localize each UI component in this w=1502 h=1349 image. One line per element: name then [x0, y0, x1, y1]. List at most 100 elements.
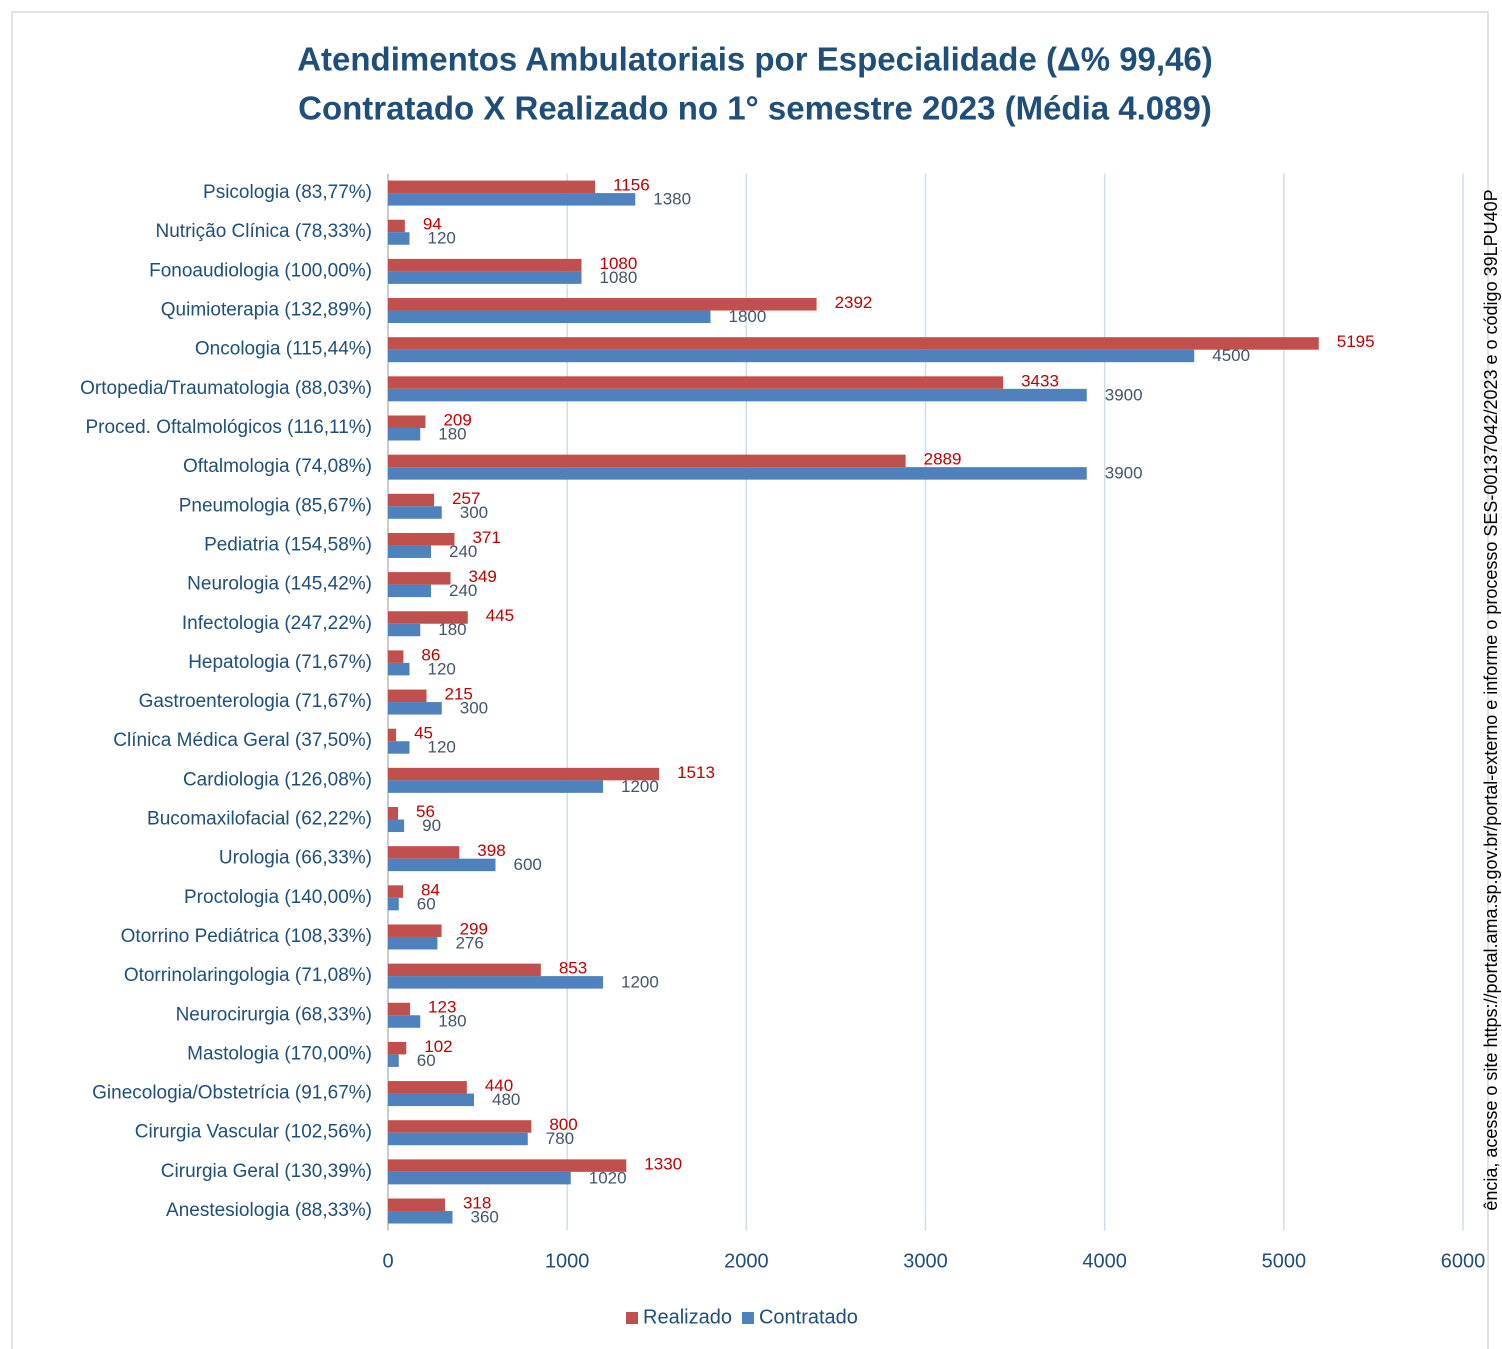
y-tick-label: Proctologia (140,00%)	[184, 887, 372, 908]
bar	[388, 1041, 407, 1055]
bar	[388, 662, 410, 676]
data-label: 1330	[644, 1154, 682, 1173]
bar	[388, 467, 1087, 480]
data-label: 1080	[600, 254, 638, 273]
data-label: 120	[428, 229, 456, 248]
y-tick-label: Neurocirurgia (68,33%)	[176, 1004, 372, 1025]
y-tick-label: Proced. Oftalmológicos (116,11%)	[85, 417, 372, 438]
x-tick-label: 3000	[903, 1250, 948, 1272]
bar	[388, 689, 427, 703]
bar	[388, 271, 582, 284]
bar	[388, 298, 817, 311]
bar	[388, 232, 410, 245]
data-label: 300	[460, 503, 488, 522]
y-tick-label: Cirurgia Geral (130,39%)	[161, 1161, 372, 1182]
y-tick-label: Otorrino Pediátrica (108,33%)	[121, 926, 372, 947]
legend-label: Contratado	[759, 1306, 858, 1328]
bar	[388, 388, 1087, 402]
data-label: 480	[492, 1090, 520, 1109]
data-label: 215	[445, 685, 473, 704]
bar	[388, 650, 404, 663]
data-label: 1800	[729, 307, 767, 326]
y-tick-label: Oftalmologia (74,08%)	[183, 456, 372, 477]
bar	[388, 1159, 627, 1172]
data-label: 3433	[1021, 371, 1059, 390]
bar	[388, 1120, 532, 1133]
y-tick-label: Gastroenterologia (71,67%)	[139, 691, 372, 712]
data-label: 240	[449, 581, 477, 600]
data-label: 102	[424, 1037, 452, 1056]
x-tick-label: 6000	[1441, 1250, 1486, 1272]
bar	[388, 572, 451, 585]
data-label: 240	[449, 542, 477, 561]
y-tick-label: Ortopedia/Traumatologia (88,03%)	[80, 378, 372, 399]
bar	[388, 180, 596, 194]
x-tick-label: 5000	[1262, 1250, 1307, 1272]
data-label: 1200	[621, 777, 659, 796]
data-label: 600	[514, 855, 542, 874]
bar	[388, 376, 1004, 389]
data-label: 853	[559, 959, 587, 978]
y-tick-label: Psicologia (83,77%)	[203, 182, 372, 203]
data-label: 3900	[1105, 385, 1143, 404]
x-tick-label: 0	[382, 1250, 393, 1272]
y-tick-label: Pediatria (154,58%)	[204, 534, 372, 555]
data-label: 209	[443, 410, 471, 429]
y-tick-label: Hepatologia (71,67%)	[188, 652, 372, 673]
data-label: 318	[463, 1194, 491, 1213]
y-tick-label: Fonoaudiologia (100,00%)	[149, 260, 372, 281]
side-annotation: ência, acesse o site https://portal.ama.…	[1481, 189, 1501, 1210]
bar	[388, 623, 421, 637]
y-tick-label: Otorrinolaringologia (71,08%)	[124, 965, 372, 986]
x-tick-label: 2000	[724, 1250, 769, 1272]
data-label: 780	[546, 1129, 574, 1148]
y-tick-label: Infectologia (247,22%)	[182, 613, 372, 634]
bar	[388, 219, 405, 233]
bar	[388, 532, 455, 546]
data-label: 1020	[589, 1168, 627, 1187]
x-tick-label: 4000	[1082, 1250, 1127, 1272]
chart-title: Atendimentos Ambulatoriais por Especiali…	[297, 41, 1213, 78]
data-label: 1380	[653, 190, 691, 209]
legend-label: Realizado	[643, 1306, 732, 1328]
bar	[388, 1002, 411, 1016]
data-label: 120	[428, 738, 456, 757]
y-tick-label: Cirurgia Vascular (102,56%)	[135, 1122, 372, 1143]
y-tick-label: Neurologia (145,42%)	[187, 574, 372, 595]
data-label: 371	[472, 528, 500, 547]
bar	[388, 310, 711, 324]
y-tick-label: Cardiologia (126,08%)	[183, 769, 372, 790]
bar	[388, 506, 442, 519]
data-label: 60	[417, 894, 436, 913]
bar	[388, 1093, 474, 1107]
bar	[388, 924, 442, 937]
bar	[388, 493, 435, 507]
data-label: 349	[469, 567, 497, 586]
bar	[388, 1211, 453, 1224]
chart-subtitle: Contratado X Realizado no 1° semestre 20…	[298, 90, 1212, 127]
bar	[388, 337, 1319, 350]
bar	[388, 415, 426, 428]
bar	[388, 1054, 399, 1067]
data-label: 1156	[613, 176, 650, 195]
bar	[388, 976, 603, 989]
data-label: 1200	[621, 973, 659, 992]
bar	[388, 193, 636, 206]
data-label: 257	[452, 489, 480, 508]
legend-marker	[741, 1312, 754, 1324]
bar	[388, 1198, 445, 1212]
chart-border	[11, 11, 1489, 1349]
data-label: 120	[428, 659, 456, 678]
data-label: 4500	[1212, 346, 1250, 365]
bar	[388, 858, 496, 872]
y-tick-label: Pneumologia (85,67%)	[179, 495, 372, 516]
data-label: 56	[416, 802, 435, 821]
data-label: 445	[486, 606, 514, 625]
y-tick-label: Clínica Médica Geral (37,50%)	[113, 730, 372, 751]
bar	[388, 427, 421, 441]
bar	[388, 741, 410, 754]
data-label: 94	[423, 215, 442, 234]
bar	[388, 584, 431, 598]
bar	[388, 611, 468, 624]
data-label: 84	[421, 880, 440, 899]
